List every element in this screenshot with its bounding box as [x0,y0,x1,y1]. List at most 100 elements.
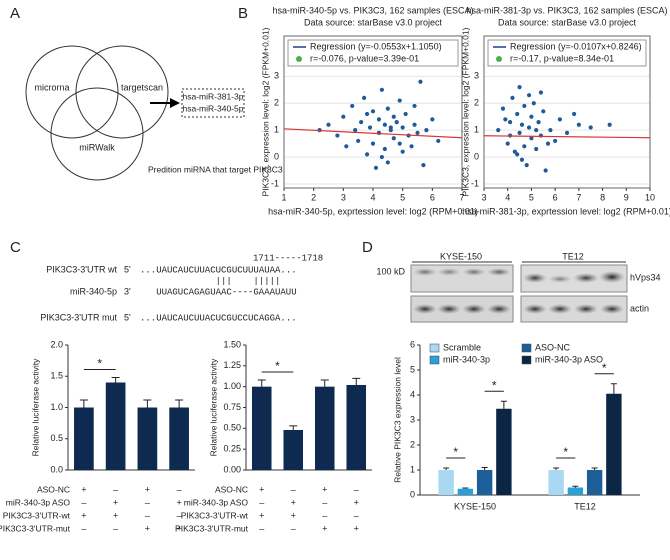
chart-subtitle: Data source: starBase v3.0 project [498,17,637,27]
point [394,119,399,125]
y-tick-label: -1 [271,178,279,188]
seq-position: 1711-----1718 [253,253,323,263]
seq-strand: 3' [124,286,131,296]
point [362,95,367,100]
error-bar [289,425,298,430]
error-bar [610,383,617,394]
point [541,109,546,114]
panel-label: C [10,239,21,256]
error-bar [553,467,560,470]
x-tick-label: 4 [505,192,510,202]
point [418,79,423,84]
seq-strand: 5' [124,312,131,322]
bar [314,386,335,470]
condition-label: miR-340-3p ASO [184,497,249,507]
condition-mark: – [322,510,327,520]
venn-circle [25,45,119,139]
bar [496,408,512,495]
point [400,149,405,154]
point [519,122,525,127]
point [522,144,527,149]
point [526,93,532,98]
x-axis-label: hsa-miR-340-5p, exprtession level: log2 … [268,206,478,216]
y-tick-label: 4 [410,389,415,399]
error-bar [257,379,266,387]
x-tick-label: 1 [281,192,286,202]
legend-label: r=-0.076, p-value=3.39e-01 [310,53,419,63]
chart-subtitle: Data source: starBase v3.0 project [304,17,443,27]
point [529,114,534,119]
x-tick-label: 5 [529,192,534,202]
point [391,114,396,119]
y-tick-label: 1 [410,464,415,474]
bar [137,407,158,470]
y-tick-label: 5 [410,364,415,374]
point [517,85,522,90]
error-bar [175,399,184,408]
bar [74,407,94,470]
panel-label: B [238,5,248,22]
x-tick-label: 8 [600,192,605,202]
y-tick-label: 0.75 [223,402,241,412]
x-tick-label: 7 [459,192,464,202]
y-tick-label: 0 [410,489,415,499]
point [364,111,370,117]
point [412,103,417,109]
condition-label: PIK3C3-3'UTR-wt [3,510,71,520]
condition-mark: – [145,497,150,507]
venn-circle [75,45,169,139]
condition-mark: – [354,510,359,520]
x-tick-label: 9 [624,192,629,202]
point [519,157,525,162]
venn-label: miRWalk [79,142,115,152]
panel-label: A [10,5,20,22]
error-bar [500,400,507,409]
condition-mark: + [354,497,359,507]
point [515,152,520,157]
bar [169,407,189,470]
legend-swatch [429,355,440,365]
bar [438,470,454,495]
legend-label: r=-0.17, p-value=8.34e-01 [510,53,614,63]
x-tick-label: TE12 [574,501,596,511]
condition-mark: + [291,510,296,520]
legend-swatch [521,343,532,353]
point [534,146,539,152]
point [424,128,429,133]
seq: ...UAUCAUCUUACUCGUCUUUAUAA... [140,265,297,275]
y-tick-label: 6 [410,339,415,349]
y-axis-label: PIK3C3, expression level: log2 (FPKM+0.0… [260,27,270,196]
point [526,125,532,130]
condition-mark: + [81,484,86,494]
x-tick-label: 7 [576,192,581,202]
bar [606,393,622,495]
point [364,152,370,157]
y-tick-label: 1 [274,125,279,135]
condition-label: ASO-NC [37,484,70,494]
point [415,130,420,135]
bar [548,470,564,495]
point [335,133,340,138]
error-bar [481,467,488,470]
x-axis-label: hsa-miR-381-3p, exprtession level: log2 … [462,206,670,216]
point [607,122,612,127]
cell-line: TE12 [562,251,584,261]
bar [346,385,367,470]
point [385,160,390,165]
legend-label: ASO-NC [535,342,571,352]
point [496,128,501,133]
y-tick-label: 2.0 [50,339,63,349]
y-tick-label: 0.00 [223,464,241,474]
point [388,125,393,130]
condition-mark: + [354,523,359,533]
bar [567,487,584,495]
error-bar [111,377,120,383]
point [430,117,435,122]
condition-mark: – [81,497,86,507]
condition-mark: – [322,497,327,507]
point [503,117,508,122]
point [403,111,408,117]
point [379,154,384,160]
marker: 100 kD [376,266,405,276]
